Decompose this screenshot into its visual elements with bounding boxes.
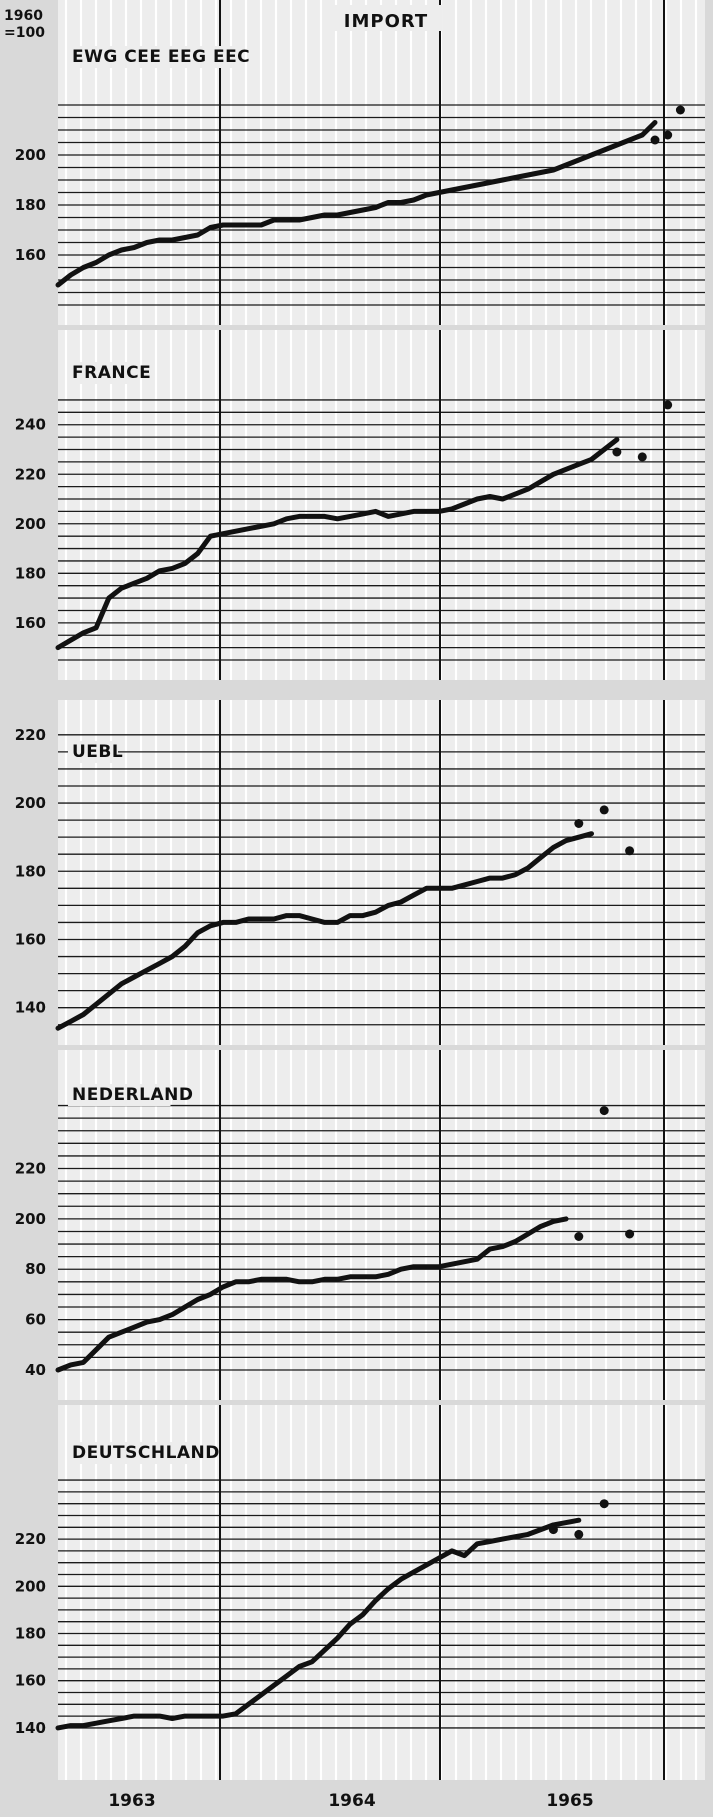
y-tick-label: 160 bbox=[15, 930, 46, 948]
y-tick-label: 240 bbox=[15, 416, 46, 434]
panel-title: NEDERLAND bbox=[72, 1085, 193, 1105]
y-tick-label: 200 bbox=[15, 515, 46, 533]
series-line bbox=[55, 1517, 582, 1731]
x-tick-label: 1964 bbox=[328, 1791, 375, 1811]
data-point bbox=[637, 452, 647, 462]
panel-title: FRANCE bbox=[72, 363, 151, 383]
y-tick-label: 160 bbox=[15, 246, 46, 264]
y-tick-label: 200 bbox=[15, 146, 46, 164]
data-point bbox=[612, 447, 622, 457]
series-line bbox=[55, 831, 594, 1031]
panel-title-backdrop bbox=[68, 1442, 192, 1464]
y-tick-label: 60 bbox=[25, 1311, 46, 1329]
panel-title-backdrop bbox=[68, 1084, 171, 1106]
y-tick-label: 220 bbox=[15, 465, 46, 483]
y-tick-label: 160 bbox=[15, 1672, 46, 1690]
series-line bbox=[55, 120, 658, 288]
data-point bbox=[574, 819, 584, 828]
chart-title: IMPORT bbox=[344, 11, 428, 32]
data-point bbox=[625, 1229, 635, 1239]
y-tick-label: 180 bbox=[15, 564, 46, 582]
panel-title: DEUTSCHLAND bbox=[72, 1443, 220, 1463]
data-point bbox=[625, 846, 635, 856]
data-point bbox=[574, 1529, 584, 1539]
data-point bbox=[663, 130, 673, 140]
panel-title-backdrop bbox=[68, 46, 234, 68]
series-line bbox=[55, 437, 620, 651]
data-point bbox=[663, 400, 673, 410]
y-tick-label: 180 bbox=[15, 1625, 46, 1643]
y-tick-label: 140 bbox=[15, 999, 46, 1017]
panel-title-backdrop bbox=[68, 741, 118, 763]
y-tick-label: 180 bbox=[15, 196, 46, 214]
y-tick-label: 220 bbox=[15, 1530, 46, 1548]
y-tick-label: 220 bbox=[15, 726, 46, 744]
y-tick-label: 140 bbox=[15, 1719, 46, 1737]
y-tick-label: 40 bbox=[25, 1361, 46, 1379]
y-tick-label: 80 bbox=[25, 1260, 46, 1278]
data-point bbox=[599, 1106, 609, 1116]
panel-title: UEBL bbox=[72, 742, 123, 762]
data-point bbox=[599, 1499, 609, 1509]
y-tick-label: 220 bbox=[15, 1160, 46, 1178]
base-index-label: =100 bbox=[4, 25, 45, 41]
panel-title: EWG CEE EEG EEC bbox=[72, 47, 250, 67]
y-tick-label: 180 bbox=[15, 862, 46, 880]
y-tick-label: 200 bbox=[15, 1577, 46, 1595]
x-tick-label: 1963 bbox=[108, 1791, 155, 1811]
series-line bbox=[55, 1216, 569, 1373]
title-backdrop bbox=[330, 5, 442, 31]
data-point bbox=[675, 105, 685, 115]
x-tick-label: 1965 bbox=[546, 1791, 593, 1811]
data-point bbox=[650, 135, 660, 145]
data-point bbox=[599, 805, 609, 815]
data-point bbox=[548, 1525, 558, 1535]
data-point bbox=[574, 1232, 584, 1241]
y-tick-label: 200 bbox=[15, 1210, 46, 1228]
base-year-label: 1960 bbox=[4, 8, 43, 24]
panel-title-backdrop bbox=[68, 362, 139, 384]
y-tick-label: 200 bbox=[15, 794, 46, 812]
y-tick-label: 160 bbox=[15, 614, 46, 632]
